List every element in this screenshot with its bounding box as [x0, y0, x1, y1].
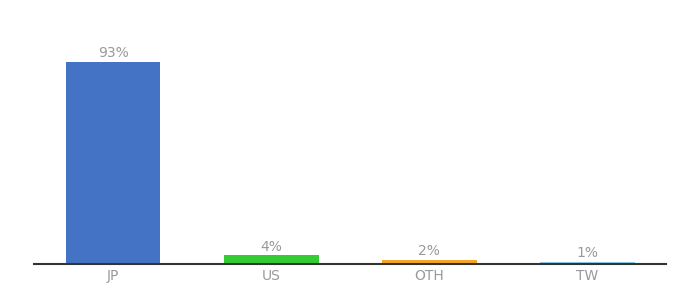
Bar: [65, 62, 160, 264]
Bar: [540, 262, 635, 264]
Text: 93%: 93%: [98, 46, 129, 60]
Bar: [224, 255, 318, 264]
Bar: [382, 260, 477, 264]
Text: 4%: 4%: [260, 240, 282, 254]
Text: 2%: 2%: [418, 244, 440, 258]
Text: 1%: 1%: [577, 246, 598, 260]
